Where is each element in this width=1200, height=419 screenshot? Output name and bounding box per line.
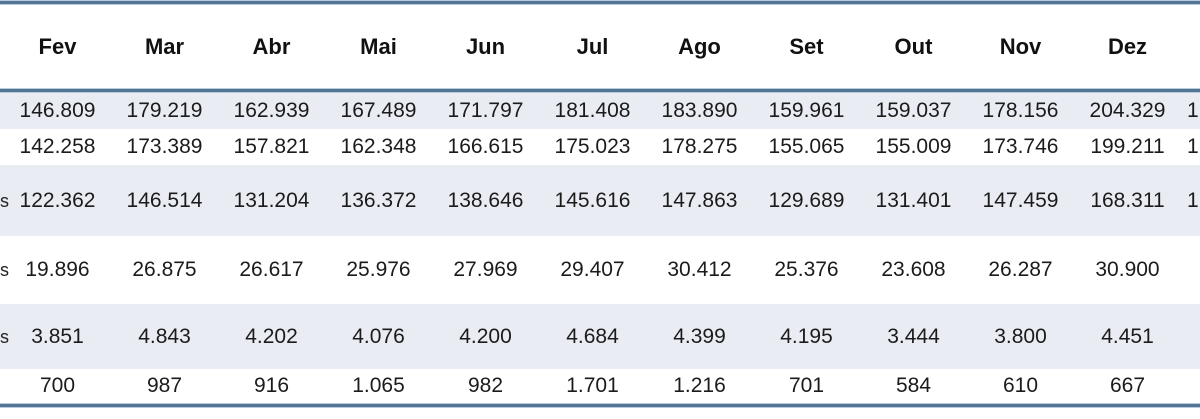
total-cell-fragment: 1	[1187, 188, 1199, 212]
table-cell: 26.875	[132, 258, 197, 281]
table-cell: 3.800	[994, 324, 1047, 348]
table-cell: 4.200	[459, 324, 512, 348]
table-cell: 27.969	[453, 258, 518, 281]
column-header: Nov	[999, 33, 1042, 59]
table-top-border	[0, 0, 1200, 5]
table-cell: 129.689	[768, 188, 845, 212]
header-underline	[0, 88, 1200, 93]
table-cell: 131.204	[233, 188, 310, 212]
table-cell: 916	[253, 374, 290, 397]
table-cell: 4.451	[1101, 324, 1154, 348]
table-cell: 29.407	[560, 258, 625, 281]
table-header-row: Fev Mar Abr Mai Jun Jul Ago Set Out Nov …	[0, 5, 1200, 88]
table-row: s 19.896 26.875 26.617 25.976 27.969 29.…	[0, 236, 1200, 304]
column-header: Mar	[144, 33, 185, 59]
column-header: Abr	[252, 33, 291, 59]
table-row: 700 987 916 1.065 982 1.701 1.216 701 58…	[0, 369, 1200, 403]
table-cell: 19.896	[25, 258, 90, 281]
table-cell: 4.399	[673, 324, 726, 348]
table-cell: 131.401	[875, 188, 952, 212]
table-cell: 122.362	[19, 188, 96, 212]
table-cell: 4.076	[352, 324, 405, 348]
table-cell: 155.065	[768, 135, 845, 158]
table-cell: 168.311	[1090, 188, 1165, 212]
table-cell: 30.412	[667, 258, 732, 281]
table-cell: 30.900	[1095, 258, 1160, 281]
column-header: Jul	[576, 33, 609, 59]
table-cell: 162.939	[233, 99, 310, 122]
table-cell: 4.202	[245, 324, 298, 348]
table-cell: 167.489	[340, 99, 417, 122]
table-cell: 584	[895, 374, 932, 397]
table-cell: 142.258	[19, 135, 96, 158]
table-cell: 155.009	[875, 135, 952, 158]
table-cell: 181.408	[554, 99, 631, 122]
table-cell: 4.843	[138, 324, 191, 348]
table-cell: 1.065	[352, 374, 405, 397]
table-cell: 171.797	[447, 99, 524, 122]
table-cell: 204.329	[1089, 99, 1166, 122]
table-cell: 145.616	[554, 188, 631, 212]
table-cell: 610	[1002, 374, 1039, 397]
table-cell: 178.275	[661, 135, 738, 158]
table-cell: 157.821	[233, 135, 310, 158]
column-header: Ago	[678, 33, 721, 59]
table-cell: 179.219	[126, 99, 203, 122]
table-cell: 162.348	[340, 135, 417, 158]
total-cell-fragment: 1	[1187, 135, 1199, 158]
table-row: 146.809 179.219 162.939 167.489 171.797 …	[0, 93, 1200, 129]
table-cell: 136.372	[340, 188, 417, 212]
table-cell: 147.459	[982, 188, 1059, 212]
table-cell: 667	[1109, 374, 1146, 397]
table-cell: 159.037	[875, 99, 952, 122]
table-cell: 173.746	[982, 135, 1059, 158]
table-cell: 4.684	[566, 324, 619, 348]
column-header: Jun	[465, 33, 506, 59]
table-row: s 3.851 4.843 4.202 4.076 4.200 4.684 4.…	[0, 304, 1200, 369]
table-cell: 166.615	[447, 135, 524, 158]
column-header: Dez	[1107, 33, 1148, 59]
table-row: 142.258 173.389 157.821 162.348 166.615 …	[0, 129, 1200, 165]
table-cell: 1.216	[673, 374, 726, 397]
table-cell: 183.890	[661, 99, 738, 122]
column-header: Mai	[360, 33, 397, 59]
table-cell: 4.195	[780, 324, 833, 348]
table-cell: 146.514	[126, 188, 203, 212]
column-header: Fev	[38, 33, 77, 59]
table-cell: 147.863	[661, 188, 738, 212]
table-cell: 987	[146, 374, 183, 397]
table-cell: 138.646	[447, 188, 524, 212]
table-cell: 701	[788, 374, 825, 397]
table-row: s 122.362 146.514 131.204 136.372 138.64…	[0, 165, 1200, 236]
table-cell: 173.389	[126, 135, 203, 158]
table-cell: 199.211	[1090, 135, 1165, 158]
column-header: Set	[789, 33, 824, 59]
table-cell: 25.976	[346, 258, 411, 281]
table-cell: 146.809	[19, 99, 96, 122]
table-cell: 1.701	[566, 374, 619, 397]
total-cell-fragment: 1	[1187, 99, 1199, 122]
table-cell: 175.023	[554, 135, 631, 158]
column-header: Out	[894, 33, 933, 59]
table-cell: 26.617	[239, 258, 304, 281]
table-cell: 178.156	[982, 99, 1059, 122]
table-cell: 23.608	[881, 258, 946, 281]
table-cell: 3.444	[887, 324, 940, 348]
table-cell: 982	[467, 374, 504, 397]
table-cell: 25.376	[774, 258, 839, 281]
table-cell: 159.961	[768, 99, 845, 122]
table-bottom-border	[0, 403, 1200, 408]
table-cell: 26.287	[988, 258, 1053, 281]
table-cell: 3.851	[31, 324, 84, 348]
table-cell: 700	[39, 374, 76, 397]
